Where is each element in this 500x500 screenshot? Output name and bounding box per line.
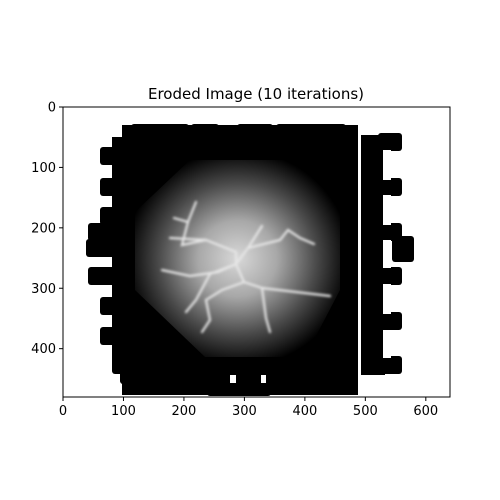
y-axis: 0 100 200 300 400 [31, 101, 63, 357]
y-tick-label: 0 [48, 101, 56, 116]
image-area [63, 107, 450, 397]
x-tick-label: 200 [172, 404, 197, 419]
figure-title: Eroded Image (10 iterations) [148, 85, 364, 103]
image-gap [358, 130, 361, 375]
y-tick-label: 300 [31, 282, 56, 297]
x-tick-label: 0 [59, 404, 67, 419]
y-tick-label: 100 [31, 161, 56, 176]
crack-lines [160, 200, 332, 334]
brightness-region [135, 160, 340, 357]
x-tick-label: 300 [232, 404, 257, 419]
x-tick-label: 400 [292, 404, 317, 419]
x-tick-label: 100 [111, 404, 136, 419]
x-tick-label: 500 [353, 404, 378, 419]
x-tick-label: 600 [413, 404, 438, 419]
axes-frame [62, 106, 451, 398]
y-tick-label: 200 [31, 221, 56, 236]
y-tick-label: 400 [31, 342, 56, 357]
x-axis: 0 100 200 300 400 500 600 [59, 397, 438, 419]
